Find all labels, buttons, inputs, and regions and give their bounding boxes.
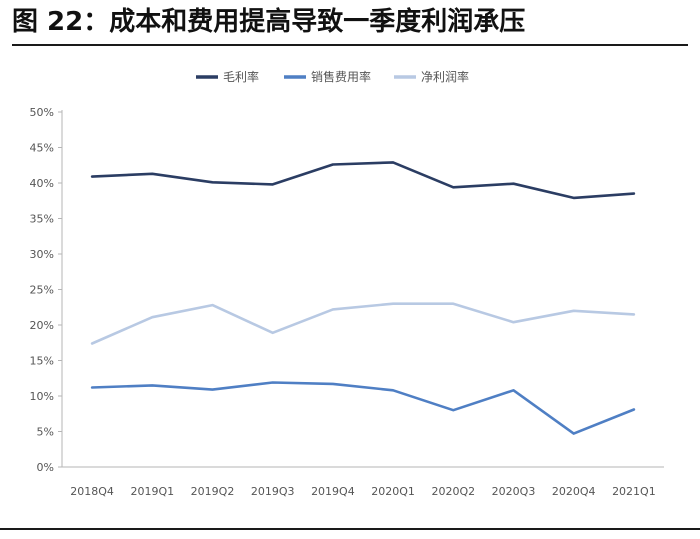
y-tick-label: 25%	[30, 284, 54, 297]
legend-label-0: 毛利率	[223, 69, 259, 84]
x-axis-ticks: 2018Q4 2019Q1 2019Q2 2019Q3 2019Q4 2020Q1 2020…	[70, 485, 655, 498]
legend-label-2: 净利润率	[421, 69, 469, 84]
x-tick-label: 2020Q4	[552, 485, 596, 498]
x-tick-label: 2019Q1	[130, 485, 174, 498]
y-tick-label: 15%	[30, 355, 54, 368]
series-line-0	[90, 161, 636, 200]
x-tick-label: 2020Q1	[371, 485, 415, 498]
x-tick-label: 2019Q3	[251, 485, 295, 498]
title-rule	[12, 44, 688, 46]
series-line-2	[90, 302, 636, 345]
bottom-rule	[0, 528, 700, 530]
legend-label-1: 销售费用率	[311, 69, 371, 84]
chart-series	[90, 161, 636, 435]
chart-axes	[61, 110, 664, 468]
y-tick-label: 10%	[30, 390, 54, 403]
y-tick-label: 35%	[30, 213, 54, 226]
y-tick-label: 5%	[37, 426, 54, 439]
x-tick-label: 2019Q2	[191, 485, 235, 498]
x-tick-label: 2020Q2	[431, 485, 475, 498]
y-tick-label: 0%	[37, 461, 54, 474]
y-tick-label: 45%	[30, 142, 54, 155]
chart-legend: 毛利率 销售费用率 净利润率	[196, 69, 469, 84]
x-tick-label: 2019Q4	[311, 485, 355, 498]
y-tick-label: 30%	[30, 248, 54, 261]
figure-title: 图 22：成本和费用提高导致一季度利润承压	[12, 7, 526, 37]
y-tick-label: 40%	[30, 177, 54, 190]
y-tick-label: 20%	[30, 319, 54, 332]
x-tick-label: 2018Q4	[70, 485, 114, 498]
x-tick-label: 2021Q1	[612, 485, 656, 498]
series-line-1	[90, 381, 636, 435]
x-tick-label: 2020Q3	[492, 485, 536, 498]
y-tick-label: 50%	[30, 106, 54, 119]
y-axis-ticks: 0% 5% 10% 15% 20% 25% 30% 35% 40% 45% 50%	[30, 106, 62, 474]
